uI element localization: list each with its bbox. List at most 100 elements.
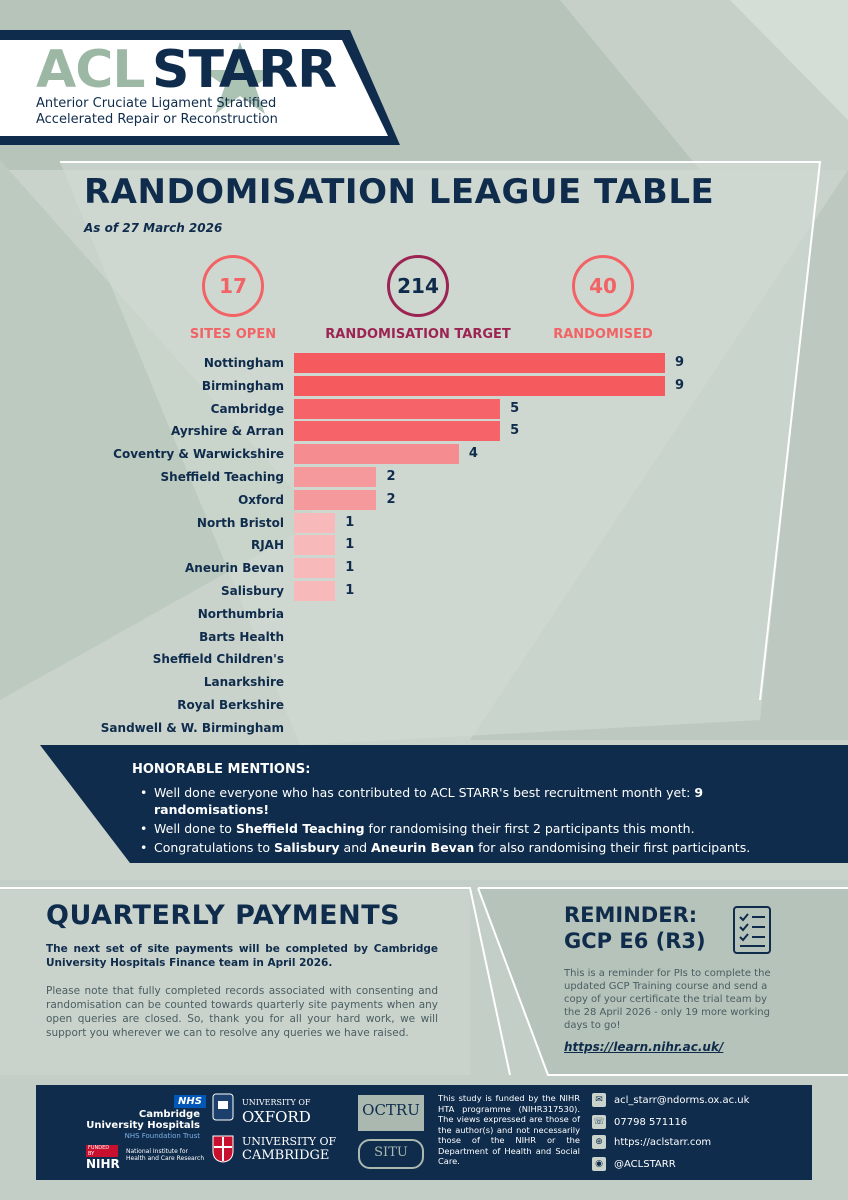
contact-social[interactable]: ◉ @ACLSTARR <box>592 1157 676 1171</box>
nihr-sub1: National Institute for <box>126 1148 188 1155</box>
stat-sites-open-label: SITES OPEN <box>189 327 277 342</box>
site-label: Birmingham <box>201 378 284 393</box>
site-bar <box>294 421 501 442</box>
oxford-line2: OXFORD <box>242 1108 311 1126</box>
quarterly-payments-highlight: The next set of site payments will be co… <box>46 943 438 969</box>
stat-randomised-value: 40 <box>572 255 634 317</box>
honorable-item1-bold: 9 randomisations! <box>154 785 704 817</box>
reminder-title: REMINDER: GCP E6 (R3) <box>564 902 706 954</box>
contact-website[interactable]: ⊕ https://aclstarr.com <box>592 1135 711 1149</box>
honorable-mentions-title: HONORABLE MENTIONS: <box>132 762 311 777</box>
as-of-date: As of 27 March 2026 <box>84 221 223 235</box>
reminder-title-line2: GCP E6 (R3) <box>564 929 706 953</box>
site-label: Barts Health <box>199 629 284 644</box>
stat-sites-open: 17 SITES OPEN <box>178 255 288 342</box>
site-label: Sheffield Teaching <box>160 470 284 484</box>
cuh-line2: University Hospitals <box>86 1120 200 1131</box>
situ-logo: SITU <box>358 1139 424 1169</box>
bullet-icon: • <box>140 785 148 800</box>
site-bar <box>294 581 336 601</box>
oxford-logo: UNIVERSITY OF OXFORD <box>242 1095 311 1125</box>
site-value: 1 <box>345 537 355 553</box>
site-label: Lanarkshire <box>203 675 284 690</box>
site-label: Coventry & Warwickshire <box>113 447 284 462</box>
site-label: Sandwell & W. Birmingham <box>100 720 284 735</box>
contact-phone[interactable]: ☏ 07798 571116 <box>592 1115 687 1129</box>
site-label: Salisbury <box>221 584 284 598</box>
stat-target-value: 214 <box>387 255 449 317</box>
octru-logo: OCTRU <box>358 1095 424 1131</box>
site-label: Oxford <box>238 492 284 507</box>
honorable-item1-text: Well done everyone who has contributed t… <box>154 785 691 800</box>
site-label: Royal Berkshire <box>177 698 284 712</box>
site-value: 9 <box>675 355 685 370</box>
site-bar <box>294 467 377 487</box>
oxford-crest-icon <box>212 1093 234 1121</box>
page-title: RANDOMISATION LEAGUE TABLE <box>84 172 715 212</box>
stat-randomised-label: RANDOMISED <box>553 327 653 342</box>
site-bar <box>294 489 377 510</box>
checklist-icon <box>733 906 771 954</box>
site-value: 9 <box>675 377 685 393</box>
site-bar <box>294 398 501 419</box>
cuh-line3: NHS Foundation Trust <box>124 1132 200 1140</box>
honorable-item3-mid: and <box>339 840 372 855</box>
honorable-item2-bold: Sheffield Teaching <box>235 821 365 836</box>
cuh-line1: Cambridge <box>138 1109 200 1120</box>
nihr-funded-by: FUNDED BY <box>86 1145 118 1157</box>
stat-target-label: RANDOMISATION TARGET <box>325 327 511 342</box>
honorable-item3-pre: Congratulations to <box>154 840 274 855</box>
reminder-title-line1: REMINDER: <box>564 903 698 927</box>
bullet-icon: • <box>140 840 148 855</box>
honorable-item3-bold1: Salisbury <box>273 840 340 855</box>
site-label: Cambridge <box>210 401 284 416</box>
logo-subtitle-line2: Accelerated Repair or Reconstruction <box>36 112 278 127</box>
quarterly-payments-title: QUARTERLY PAYMENTS <box>46 900 401 931</box>
stat-sites-open-value: 17 <box>202 255 264 317</box>
site-value: 5 <box>510 400 520 416</box>
nihr-sub2: Health and Care Research <box>126 1155 205 1162</box>
cambridge-logo: UNIVERSITY OF CAMBRIDGE <box>242 1135 336 1163</box>
honorable-item3-post: for also randomising their first partici… <box>474 840 751 855</box>
honorable-mention-item: • Congratulations to Salisbury and Aneur… <box>138 839 778 856</box>
site-bar <box>294 512 336 533</box>
acl-starr-logo: ACL STARR Anterior Cruciate Ligament Str… <box>0 32 400 142</box>
site-value: 1 <box>345 583 355 598</box>
nihr-learn-link[interactable]: https://learn.nihr.ac.uk/ <box>564 1040 724 1054</box>
site-bar <box>294 375 665 396</box>
logo-subtitle: Anterior Cruciate Ligament Stratified Ac… <box>36 96 336 128</box>
site-label: Aneurin Bevan <box>184 561 284 576</box>
contact-email-text: acl_starr@ndorms.ox.ac.uk <box>614 1094 750 1106</box>
site-value: 5 <box>510 423 520 439</box>
cuh-logo: Cambridge University Hospitals NHS Found… <box>86 1109 200 1142</box>
oxford-line1: UNIVERSITY OF <box>242 1098 311 1107</box>
stat-randomisation-target: 214 RANDOMISATION TARGET <box>318 255 518 342</box>
logo-subtitle-line1: Anterior Cruciate Ligament Stratified <box>36 96 277 111</box>
site-label: Nottingham <box>203 356 284 370</box>
logo-acl-text: ACL <box>36 40 146 100</box>
contact-social-text: @ACLSTARR <box>614 1158 676 1170</box>
nhs-logo: NHS <box>174 1095 206 1108</box>
reminder-body: This is a reminder for PIs to complete t… <box>564 968 771 1031</box>
cambridge-crest-icon <box>212 1135 234 1163</box>
stat-randomised: 40 RANDOMISED <box>548 255 658 342</box>
site-bar <box>294 558 336 579</box>
nihr-logo: FUNDED BY NIHR <box>86 1145 120 1171</box>
envelope-icon: ✉ <box>592 1093 606 1107</box>
nihr-subtitle: National Institute for Health and Care R… <box>126 1148 204 1162</box>
contact-email[interactable]: ✉ acl_starr@ndorms.ox.ac.uk <box>592 1093 749 1107</box>
cambridge-line1: UNIVERSITY OF <box>242 1135 337 1148</box>
site-label: RJAH <box>250 538 284 553</box>
honorable-mention-item: • Well done to Sheffield Teaching for ra… <box>138 820 778 837</box>
site-value: 2 <box>386 491 396 507</box>
site-value: 4 <box>468 446 478 462</box>
site-value: 1 <box>345 560 355 576</box>
league-table-chart: Nottingham 9 Birmingham 9 Cambridge 5 Ayrshire… <box>0 350 848 750</box>
contact-phone-text: 07798 571116 <box>614 1116 688 1128</box>
honorable-item3-bold2: Aneurin Bevan <box>371 840 475 855</box>
site-label: North Bristol <box>196 515 284 530</box>
site-label: Northumbria <box>197 606 284 621</box>
site-bar <box>294 353 665 373</box>
phone-icon: ☏ <box>592 1115 606 1129</box>
